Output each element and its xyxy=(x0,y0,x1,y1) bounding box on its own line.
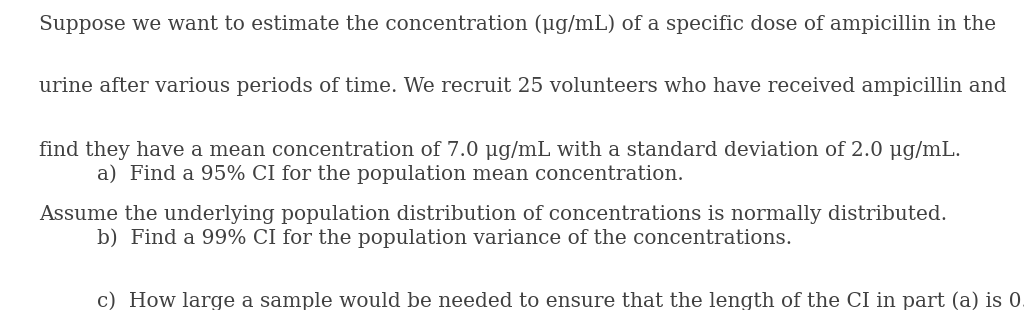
Text: find they have a mean concentration of 7.0 μg/mL with a standard deviation of 2.: find they have a mean concentration of 7… xyxy=(39,141,962,160)
Text: a)  Find a 95% CI for the population mean concentration.: a) Find a 95% CI for the population mean… xyxy=(97,164,684,184)
Text: b)  Find a 99% CI for the population variance of the concentrations.: b) Find a 99% CI for the population vari… xyxy=(97,228,793,247)
Text: urine after various periods of time. We recruit 25 volunteers who have received : urine after various periods of time. We … xyxy=(39,78,1007,96)
Text: Suppose we want to estimate the concentration (μg/mL) of a specific dose of ampi: Suppose we want to estimate the concentr… xyxy=(39,14,996,33)
Text: Assume the underlying population distribution of concentrations is normally dist: Assume the underlying population distrib… xyxy=(39,205,947,224)
Text: c)  How large a sample would be needed to ensure that the length of the CI in pa: c) How large a sample would be needed to… xyxy=(97,291,1024,310)
